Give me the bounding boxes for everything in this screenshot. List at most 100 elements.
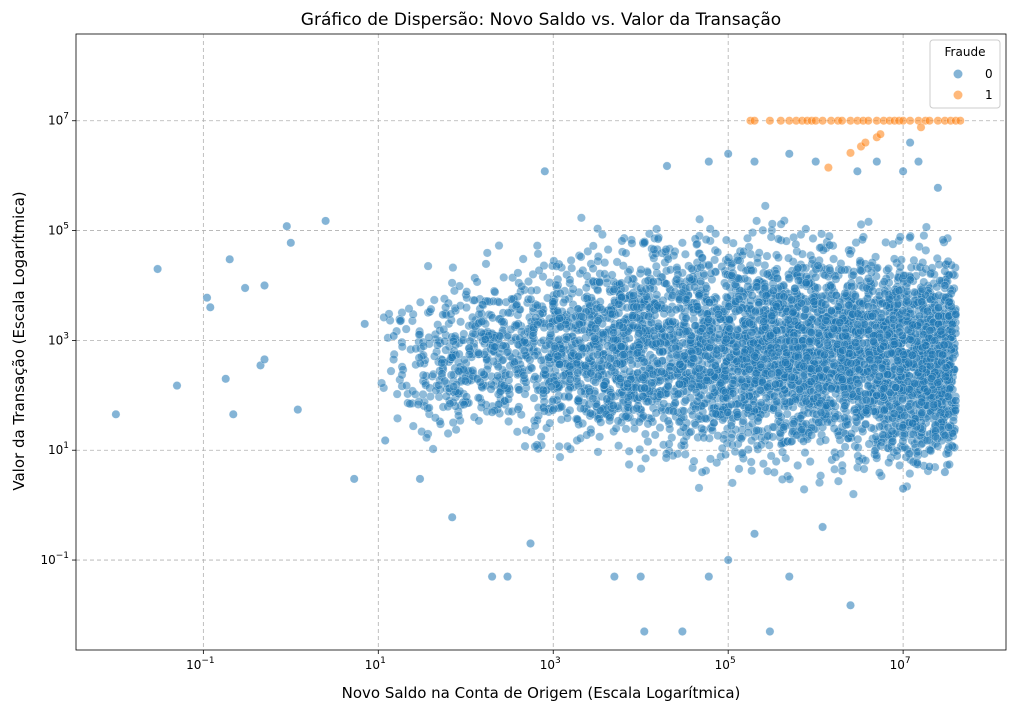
series-0-point xyxy=(528,269,538,279)
series-0-point xyxy=(563,413,572,423)
series-0-point xyxy=(733,366,743,376)
series-0-point xyxy=(709,418,719,428)
series-0-point xyxy=(653,358,663,368)
series-0-point xyxy=(494,241,504,251)
series-0-point xyxy=(408,421,418,431)
series-0-point xyxy=(456,317,466,327)
series-0-point xyxy=(726,399,736,409)
series-0-point xyxy=(446,309,456,319)
series-0-point xyxy=(661,453,671,463)
series-0-point xyxy=(565,361,575,371)
series-0-point xyxy=(428,444,438,454)
series-0-point xyxy=(597,230,607,240)
series-0-point xyxy=(526,286,536,296)
series-0-point xyxy=(727,478,737,488)
series-0-point xyxy=(655,390,665,400)
series-0-point xyxy=(746,457,756,467)
series-0-point xyxy=(681,314,691,323)
series-0-point xyxy=(944,384,954,394)
series-0-point xyxy=(756,360,766,370)
series-0-point xyxy=(680,449,690,459)
series-0-point xyxy=(831,290,841,300)
series-0-point xyxy=(779,292,789,302)
series-0-point xyxy=(582,430,592,440)
series-0-point xyxy=(921,245,931,255)
series-0-point xyxy=(859,464,869,474)
series-0-point xyxy=(895,460,905,470)
series-0-point xyxy=(726,433,736,443)
series-0-point xyxy=(532,241,542,251)
series-0-point xyxy=(736,393,746,403)
series-0-point xyxy=(783,315,793,325)
series-0-point xyxy=(661,279,671,289)
series-0-point xyxy=(743,281,753,291)
series-0-point xyxy=(377,378,387,388)
series-0-point xyxy=(650,430,660,440)
series-0-point xyxy=(710,361,720,370)
series-0-point xyxy=(851,413,861,423)
series-0-point xyxy=(652,224,662,234)
series-0-point xyxy=(459,400,469,409)
series-0-point xyxy=(660,303,670,313)
series-0-point xyxy=(777,474,787,484)
series-0-point xyxy=(807,430,816,440)
series-0-point xyxy=(653,321,663,331)
series-0-point xyxy=(712,345,722,355)
series-0-point xyxy=(734,464,744,474)
series-0-point xyxy=(922,306,932,316)
series-0-point xyxy=(585,408,595,418)
series-0-point xyxy=(808,255,818,265)
series-0-point xyxy=(934,311,944,321)
series-0-point xyxy=(908,429,918,439)
series-0-point xyxy=(772,273,782,283)
series-0-point xyxy=(762,251,772,261)
series-0-point xyxy=(899,271,909,281)
series-0-point xyxy=(814,417,823,427)
series-0-point xyxy=(448,418,458,428)
series-0-point xyxy=(600,258,610,268)
series-0-point xyxy=(437,369,447,379)
series-0-point xyxy=(608,343,618,353)
series-0-point xyxy=(873,355,883,365)
series-0-point xyxy=(702,283,712,293)
series-0-point xyxy=(520,441,530,451)
series-0-point xyxy=(424,403,434,413)
series-0-point xyxy=(721,281,731,291)
series-0-point xyxy=(543,293,552,303)
series-0-point xyxy=(659,399,669,409)
series-0-point xyxy=(677,238,687,248)
series-0-point xyxy=(519,370,529,380)
series-0-point xyxy=(864,217,873,227)
series-0-point xyxy=(538,385,548,395)
series-0-point xyxy=(524,277,533,286)
series-0-point xyxy=(565,405,575,415)
series-0-point xyxy=(651,261,661,271)
series-0-point xyxy=(767,219,777,229)
series-0-point xyxy=(519,346,529,356)
series-0-point xyxy=(724,253,734,263)
series-0-point xyxy=(799,361,809,371)
series-0-point xyxy=(486,384,496,394)
series-0-point xyxy=(670,398,680,408)
series-0-point xyxy=(538,272,548,282)
series-0-point xyxy=(661,245,671,254)
series-0-point xyxy=(441,391,451,401)
series-0-point xyxy=(438,310,448,320)
series-0-point xyxy=(423,261,433,271)
series-0-point xyxy=(426,304,436,314)
series-0-point xyxy=(657,367,667,377)
series-0-point xyxy=(499,273,509,282)
series-0-point xyxy=(624,446,634,456)
series-0-point xyxy=(600,269,610,279)
series-0-point xyxy=(517,281,527,291)
series-0-point xyxy=(459,329,469,339)
series-0-point xyxy=(861,395,871,405)
series-0-point xyxy=(732,325,742,335)
series-0-point xyxy=(665,424,675,434)
series-0-point xyxy=(655,423,665,433)
series-0-point xyxy=(623,392,633,402)
series-0-point xyxy=(797,323,807,333)
series-0-point xyxy=(739,347,749,357)
series-0-point xyxy=(672,274,682,284)
series-0-point xyxy=(663,254,673,264)
